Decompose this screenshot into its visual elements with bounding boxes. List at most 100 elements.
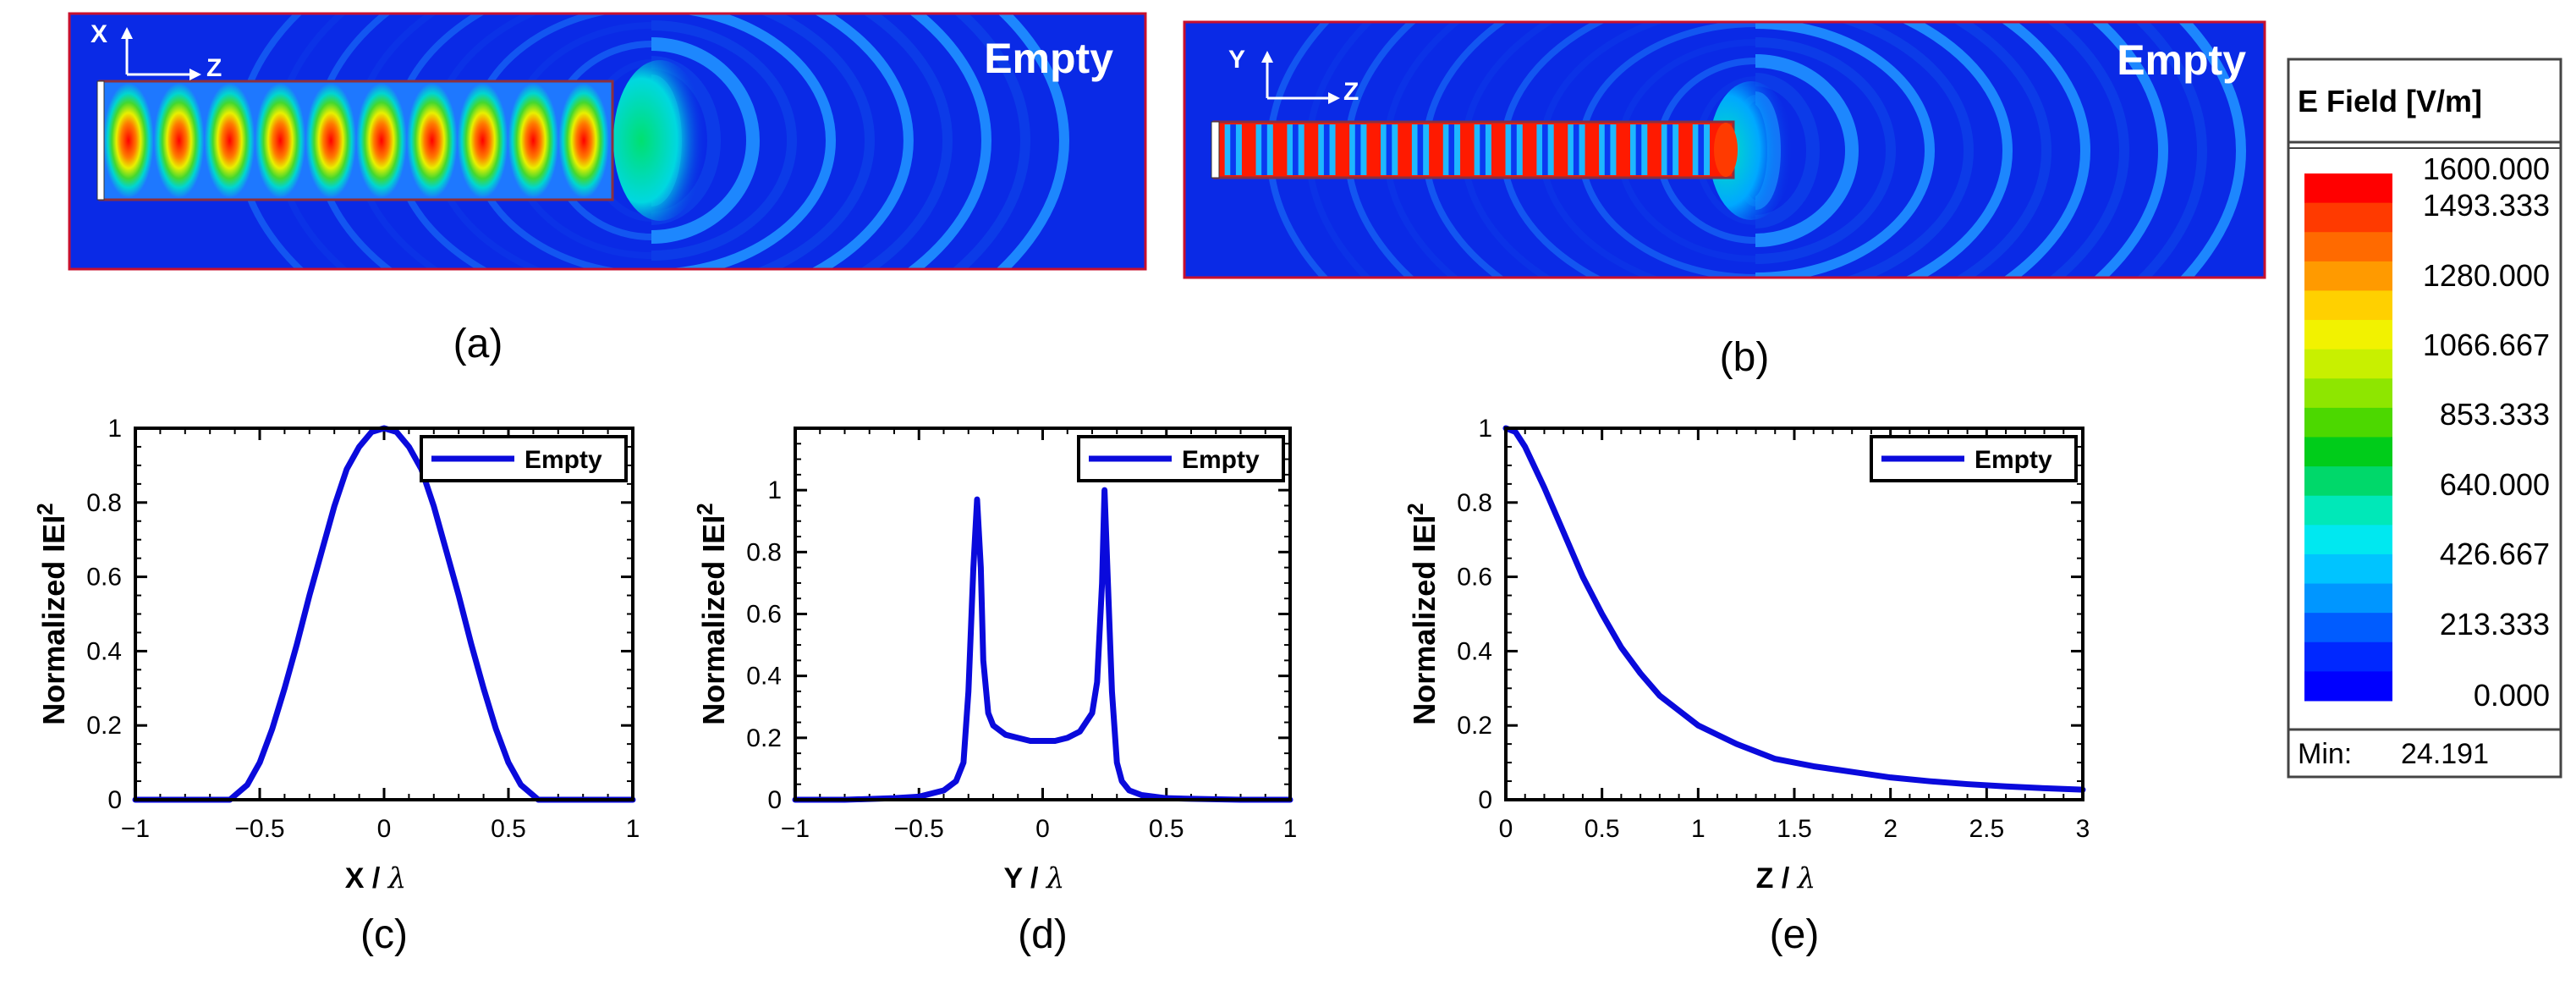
x-axis-label-symbol: λ <box>1045 862 1065 895</box>
axis-label-x-a: X <box>91 20 107 48</box>
y-tick-label: 0.4 <box>86 637 122 665</box>
series-line <box>1502 425 2086 793</box>
panel-label: (e) <box>1770 912 1820 957</box>
colorbar-tick-label: 1280.000 <box>2423 258 2550 293</box>
y-tick-label: 0.4 <box>1457 637 1492 665</box>
radiation-ring <box>1755 37 1896 264</box>
y-tick-label: 0.8 <box>746 538 782 566</box>
panel-label-a: (a) <box>453 322 503 366</box>
x-axis-label: X / λ <box>345 862 407 895</box>
colorbar-tick-label: 426.667 <box>2440 537 2550 571</box>
standing-node-core <box>1230 124 1236 175</box>
standing-lobe <box>406 83 458 198</box>
colorbar-tick-label: 1600.000 <box>2423 151 2550 186</box>
y-tick-label: 0.8 <box>1457 489 1492 517</box>
x-tick-label: 3 <box>2076 815 2090 843</box>
x-axis-label-symbol: λ <box>387 862 407 895</box>
plot-frame <box>134 427 634 801</box>
x-tick-label: 0 <box>1499 815 1513 843</box>
plot-area <box>1506 428 2083 800</box>
colorbar-swatch <box>2304 173 2392 204</box>
y-axis-label: Normalized IEI2 <box>1403 503 1442 725</box>
radiation-ring <box>1755 73 1820 228</box>
y-tick-label: 0.6 <box>1457 564 1492 592</box>
x-tick-label: 0 <box>1035 815 1050 843</box>
colorbar-swatch <box>2304 583 2392 614</box>
colorbar-swatches <box>2304 173 2392 702</box>
radiation-ring <box>2000 22 2090 278</box>
radiation-ring <box>1755 54 1859 247</box>
x-tick-label: 0 <box>377 815 392 843</box>
y-tick-label: 0.2 <box>1457 712 1492 740</box>
radiation-ring <box>651 20 797 261</box>
panel-label-b: (b) <box>1720 335 1770 380</box>
colorbar-tick-label: 0.000 <box>2474 678 2550 713</box>
y-axis-label-superscript: 2 <box>1403 503 1428 515</box>
plot-frame <box>1504 427 2084 801</box>
colorbar-swatch <box>2304 349 2392 379</box>
radiation-ring <box>1952 22 2051 278</box>
plot-area <box>795 428 1290 800</box>
colorbar-tick-label: 213.333 <box>2440 607 2550 641</box>
panel-label: (c) <box>360 912 408 957</box>
colorbar-swatch <box>2304 407 2392 438</box>
x-tick-label: 1 <box>626 815 640 843</box>
colorbar-title: E Field [V/m] <box>2298 84 2482 118</box>
y-tick-label: 1 <box>107 415 122 443</box>
x-tick-label: 1 <box>1283 815 1298 843</box>
x-axis-label: Z / λ <box>1756 862 1816 895</box>
colorbar-swatch <box>2304 671 2392 702</box>
standing-lobe <box>153 83 205 198</box>
colorbar-swatch <box>2304 290 2392 321</box>
y-tick-label: 0.2 <box>86 712 122 740</box>
standing-lobe <box>356 83 407 198</box>
colorbar-swatch <box>2304 232 2392 262</box>
radiation-ring <box>1755 22 1935 278</box>
standing-lobe <box>508 83 559 198</box>
standing-node-core <box>1573 124 1579 175</box>
y-axis-label-superscript: 2 <box>32 503 58 515</box>
field-map-b-frame <box>1183 20 2266 279</box>
x-tick-label: −0.5 <box>234 815 284 843</box>
standing-lobe <box>255 83 306 198</box>
radiation-ring <box>1900 22 2013 278</box>
x-tick-label: 2.5 <box>1969 815 2004 843</box>
radiation-ring <box>755 14 875 269</box>
colorbar-tick-label: 1493.333 <box>2423 188 2550 223</box>
standing-node-core <box>1323 124 1330 175</box>
standing-node-core <box>1354 124 1361 175</box>
x-axis-label: Y / λ <box>1004 862 1065 895</box>
y-tick-label: 0.2 <box>746 724 782 752</box>
colorbar-swatch <box>2304 320 2392 350</box>
x-axis-label-symbol: λ <box>1796 862 1816 895</box>
x-tick-label: −0.5 <box>894 815 944 843</box>
x-tick-label: 0.5 <box>491 815 526 843</box>
colorbar-tick-label: 853.333 <box>2440 397 2550 432</box>
x-tick-label: −1 <box>121 815 150 843</box>
colorbar-min-label: Min: <box>2298 738 2352 770</box>
standing-lobe <box>204 83 255 198</box>
radiation-ring <box>2046 22 2129 278</box>
colorbar-min-value: 24.191 <box>2401 738 2489 770</box>
standing-node-core <box>1293 124 1299 175</box>
standing-node-core <box>1667 124 1673 175</box>
radiation-ring <box>2134 22 2207 278</box>
colorbar-tick-label: 1066.667 <box>2423 328 2550 362</box>
x-tick-label: 0.5 <box>1149 815 1184 843</box>
waveguide-a-port <box>96 80 105 201</box>
y-axis-label: Normalized IEI2 <box>32 503 71 725</box>
plot-area <box>135 428 633 800</box>
y-axis-label: Normalized IEI2 <box>692 503 731 725</box>
colorbar-swatch <box>2304 613 2392 643</box>
x-tick-label: −1 <box>781 815 810 843</box>
waveguide-b-tip <box>1714 123 1738 177</box>
y-tick-label: 1 <box>767 476 782 504</box>
plot-frame <box>794 427 1292 801</box>
y-tick-label: 0 <box>107 786 122 814</box>
axis-label-z-b: Z <box>1343 78 1359 106</box>
standing-lobe <box>102 83 154 198</box>
x-tick-label: 1 <box>1691 815 1705 843</box>
field-map-b: Y Z Empty <box>1183 20 2266 279</box>
